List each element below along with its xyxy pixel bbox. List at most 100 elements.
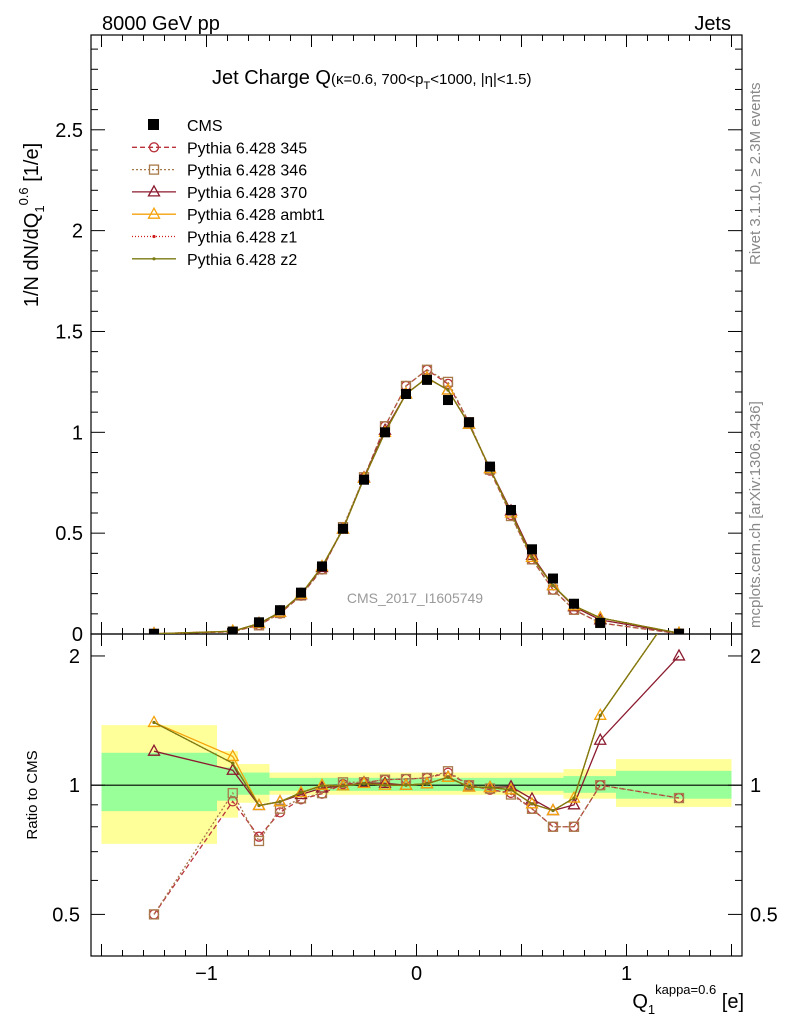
plot-title-main: Jet Charge Q	[212, 67, 331, 89]
marker-triangle	[226, 749, 240, 762]
cms-data-point	[506, 504, 516, 515]
energy-label: 8000 GeV pp	[102, 13, 220, 35]
marker-dot	[598, 713, 602, 717]
legend-entry-cms: CMS	[187, 118, 223, 135]
cms-data-point	[149, 628, 159, 634]
analysis-watermark: CMS_2017_I1605749	[347, 590, 483, 606]
marker-square	[274, 803, 286, 814]
cms-data-point	[443, 395, 453, 406]
marker-circle	[227, 796, 238, 807]
y-tick-label: 0.5	[55, 523, 83, 545]
rivet-label: Rivet 3.1.10, ≥ 2.3M events	[747, 83, 764, 266]
cms-data-point	[401, 388, 411, 399]
marker-square	[421, 364, 433, 375]
cms-data-point	[527, 544, 537, 555]
band-inner-segment	[563, 776, 616, 793]
x-tick-label: −1	[195, 963, 218, 985]
legend-entry: Pythia 6.428 z1	[187, 230, 297, 247]
plot-layer: −1 0 1 0 0.5 1 1.5 2 2.5 0.5 0.5 1 1 2 2 CMS Pythia 6.42…	[52, 34, 778, 985]
process-label: Jets	[694, 13, 731, 35]
marker-triangle	[567, 790, 581, 803]
legend-entry: Pythia 6.428 370	[187, 185, 307, 202]
y-label-sup: 0.6	[16, 187, 31, 205]
marker-dot	[257, 803, 261, 808]
marker-square	[442, 376, 454, 388]
plot-title: Jet Charge Q(κ=0.6, 700<pT<1000, |η|<1.5…	[212, 67, 531, 92]
marker-dot	[551, 808, 555, 813]
y-label-sub: 1	[32, 205, 47, 212]
legend-entry: Pythia 6.428 346	[187, 163, 307, 180]
marker-triangle	[441, 769, 455, 782]
legend-entry: Pythia 6.428 z2	[187, 252, 297, 269]
marker-dot	[383, 783, 387, 787]
cms-data-point	[296, 587, 306, 598]
marker-triangle	[378, 775, 392, 788]
marker-dot	[488, 785, 492, 790]
marker-dot	[572, 796, 576, 800]
ratio-tick-label: 2	[69, 646, 80, 668]
marker-square	[568, 821, 580, 832]
marker-triangle	[546, 578, 560, 591]
marker-dot	[467, 785, 471, 789]
cms-data-point	[275, 605, 285, 616]
marker-circle	[148, 142, 160, 153]
marker-dot	[425, 782, 429, 786]
marker-triangle	[672, 648, 686, 661]
x-tick-label: 1	[621, 963, 632, 985]
marker-dot	[152, 234, 156, 239]
marker-triangle	[147, 206, 161, 219]
mc-ratio-series	[152, 634, 658, 813]
y-tick-label: 1	[72, 422, 83, 444]
marker-dot	[152, 720, 156, 725]
x-label-sub: 1	[648, 1002, 655, 1017]
marker-dot	[231, 761, 235, 765]
marker-dot	[299, 790, 303, 795]
ratio-series-group	[147, 634, 686, 920]
marker-square	[227, 787, 238, 799]
x-tick-label: 0	[411, 963, 422, 985]
cms-data-points	[149, 374, 684, 634]
x-label-unit: [e]	[716, 991, 744, 1013]
marker-triangle	[525, 796, 539, 809]
ratio-line	[153, 634, 658, 812]
cms-data-point	[317, 561, 327, 572]
ratio-tick-label-right: 0.5	[750, 904, 778, 926]
marker-triangle	[147, 715, 161, 728]
cms-data-point	[422, 374, 432, 385]
marker-triangle	[147, 184, 161, 197]
cms-data-point	[359, 474, 369, 485]
marker-dot	[446, 775, 450, 779]
marker-triangle	[357, 776, 371, 789]
cms-data-point	[674, 628, 684, 634]
marker-triangle	[226, 762, 240, 775]
ratio-tick-label: 0.5	[52, 904, 80, 926]
y-label-b: [1/e]	[21, 143, 43, 187]
cms-data-point	[227, 626, 238, 634]
x-axis-label: Q1kappa=0.6 [e]	[632, 982, 744, 1017]
marker-triangle	[315, 777, 329, 790]
y-tick-label: 2.5	[55, 120, 83, 142]
marker-dot	[362, 781, 366, 786]
marker-dot	[509, 788, 513, 792]
marker-dot	[152, 257, 156, 261]
cms-data-point	[569, 598, 579, 609]
marker-triangle	[147, 743, 161, 756]
cms-data-point	[548, 573, 558, 584]
cms-data-point	[464, 417, 474, 428]
plot-title-sub-index: T	[424, 80, 431, 92]
marker-square	[253, 835, 265, 847]
marker-triangle	[483, 780, 497, 793]
marker-dot	[530, 802, 534, 806]
ratio-tick-label: 1	[69, 775, 80, 797]
x-label-sup: kappa=0.6	[655, 982, 716, 997]
plot-title-sub: (κ=0.6, 700<p	[331, 71, 424, 88]
marker-dot	[446, 388, 450, 392]
main-y-axis-label: 1/N dN/dQ10.6 [1/e]	[16, 143, 47, 307]
marker-triangle	[504, 782, 518, 795]
y-tick-label: 0	[72, 624, 83, 646]
marker-dot	[320, 784, 324, 788]
marker-dot	[404, 783, 408, 787]
marker-triangle	[378, 777, 392, 790]
y-tick-label: 2	[72, 221, 83, 243]
